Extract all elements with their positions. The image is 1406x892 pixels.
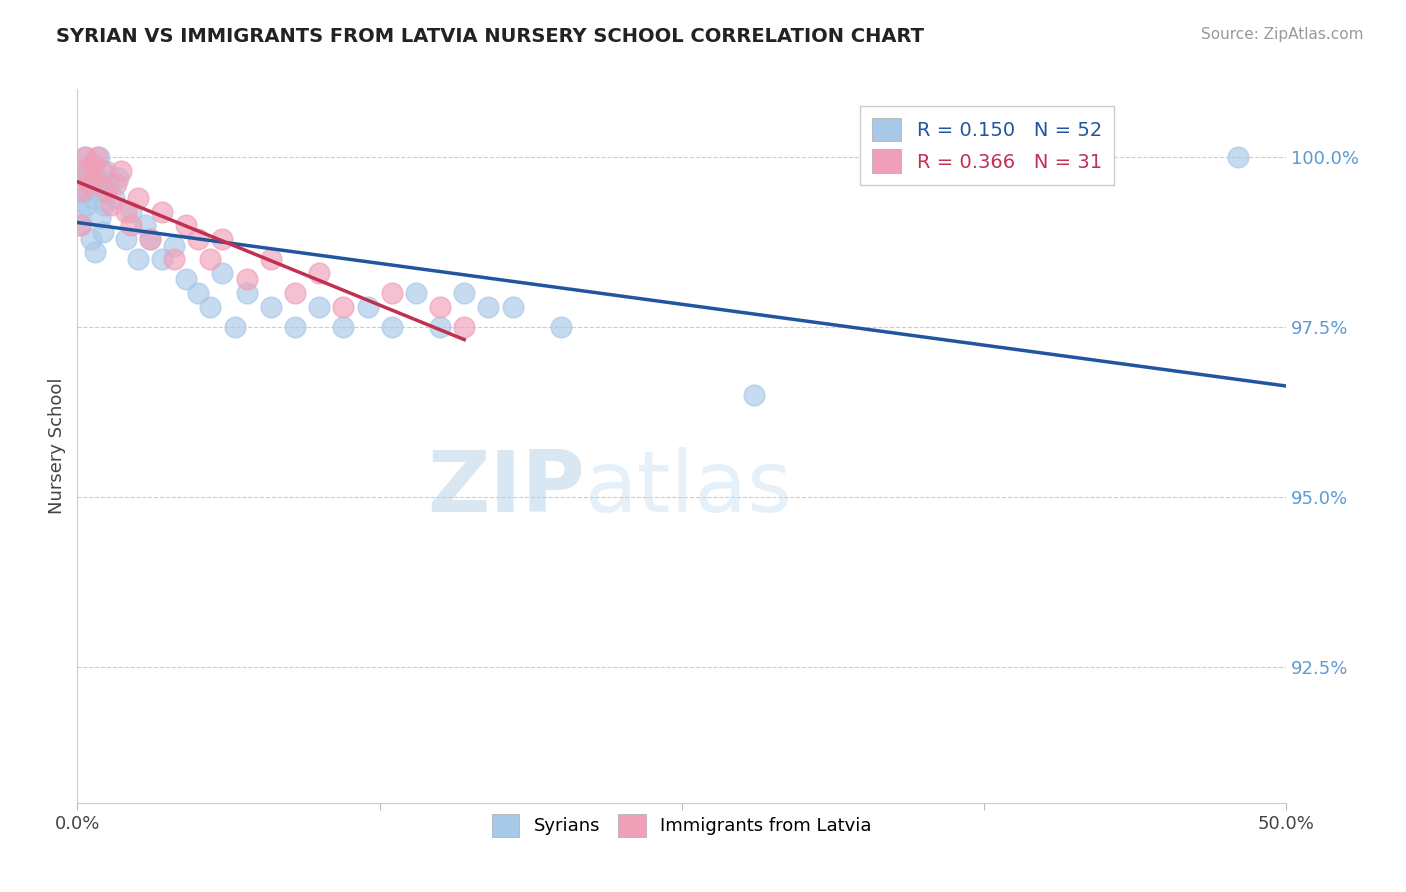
- Point: [90, 163, 112, 178]
- Point: [405, 286, 427, 301]
- Point: [83, 170, 105, 185]
- Point: [73, 150, 96, 164]
- Point: [381, 320, 404, 334]
- Point: [163, 252, 186, 266]
- Point: [127, 191, 149, 205]
- Point: [69, 204, 91, 219]
- Point: [134, 218, 156, 232]
- Point: [76, 184, 98, 198]
- Point: [127, 252, 149, 266]
- Y-axis label: Nursery School: Nursery School: [48, 377, 66, 515]
- Point: [284, 320, 307, 334]
- Point: [107, 170, 129, 185]
- Point: [114, 204, 136, 219]
- Point: [150, 204, 173, 219]
- Point: [200, 300, 222, 314]
- Point: [84, 245, 107, 260]
- Point: [69, 218, 91, 232]
- Point: [502, 300, 524, 314]
- Point: [89, 211, 111, 226]
- Point: [332, 320, 354, 334]
- Point: [105, 178, 128, 192]
- Point: [332, 300, 354, 314]
- Point: [550, 320, 572, 334]
- Point: [200, 252, 222, 266]
- Text: Source: ZipAtlas.com: Source: ZipAtlas.com: [1201, 27, 1364, 42]
- Point: [477, 300, 499, 314]
- Point: [1227, 150, 1250, 164]
- Point: [453, 320, 475, 334]
- Point: [139, 232, 162, 246]
- Point: [75, 198, 97, 212]
- Point: [91, 225, 114, 239]
- Point: [174, 272, 197, 286]
- Point: [235, 272, 257, 286]
- Point: [308, 266, 330, 280]
- Point: [120, 218, 142, 232]
- Text: ZIP: ZIP: [427, 447, 585, 531]
- Point: [235, 286, 257, 301]
- Point: [93, 198, 115, 212]
- Point: [381, 286, 404, 301]
- Point: [187, 232, 209, 246]
- Point: [96, 184, 118, 198]
- Point: [72, 184, 94, 198]
- Text: atlas: atlas: [585, 447, 793, 531]
- Point: [70, 163, 93, 178]
- Point: [79, 178, 101, 192]
- Point: [86, 170, 108, 185]
- Point: [83, 157, 105, 171]
- Point: [150, 252, 173, 266]
- Text: SYRIAN VS IMMIGRANTS FROM LATVIA NURSERY SCHOOL CORRELATION CHART: SYRIAN VS IMMIGRANTS FROM LATVIA NURSERY…: [56, 27, 924, 45]
- Point: [429, 320, 451, 334]
- Point: [211, 266, 233, 280]
- Point: [453, 286, 475, 301]
- Point: [79, 163, 101, 178]
- Point: [70, 218, 93, 232]
- Point: [87, 150, 110, 164]
- Point: [70, 184, 93, 198]
- Point: [187, 286, 209, 301]
- Point: [79, 232, 101, 246]
- Point: [110, 163, 132, 178]
- Point: [97, 178, 120, 192]
- Point: [260, 252, 283, 266]
- Point: [80, 178, 103, 192]
- Point: [284, 286, 307, 301]
- Point: [744, 388, 766, 402]
- Point: [356, 300, 378, 314]
- Point: [260, 300, 283, 314]
- Point: [87, 178, 110, 192]
- Point: [73, 150, 96, 164]
- Point: [224, 320, 246, 334]
- Point: [82, 191, 104, 205]
- Point: [80, 157, 103, 171]
- Point: [96, 163, 118, 178]
- Point: [308, 300, 330, 314]
- Point: [90, 184, 112, 198]
- Point: [211, 232, 233, 246]
- Point: [174, 218, 197, 232]
- Point: [86, 150, 108, 164]
- Point: [429, 300, 451, 314]
- Point: [120, 204, 142, 219]
- Point: [163, 238, 186, 252]
- Point: [103, 191, 125, 205]
- Point: [76, 163, 98, 178]
- Legend: Syrians, Immigrants from Latvia: Syrians, Immigrants from Latvia: [485, 807, 879, 844]
- Point: [100, 198, 122, 212]
- Point: [77, 170, 100, 185]
- Point: [114, 232, 136, 246]
- Point: [139, 232, 162, 246]
